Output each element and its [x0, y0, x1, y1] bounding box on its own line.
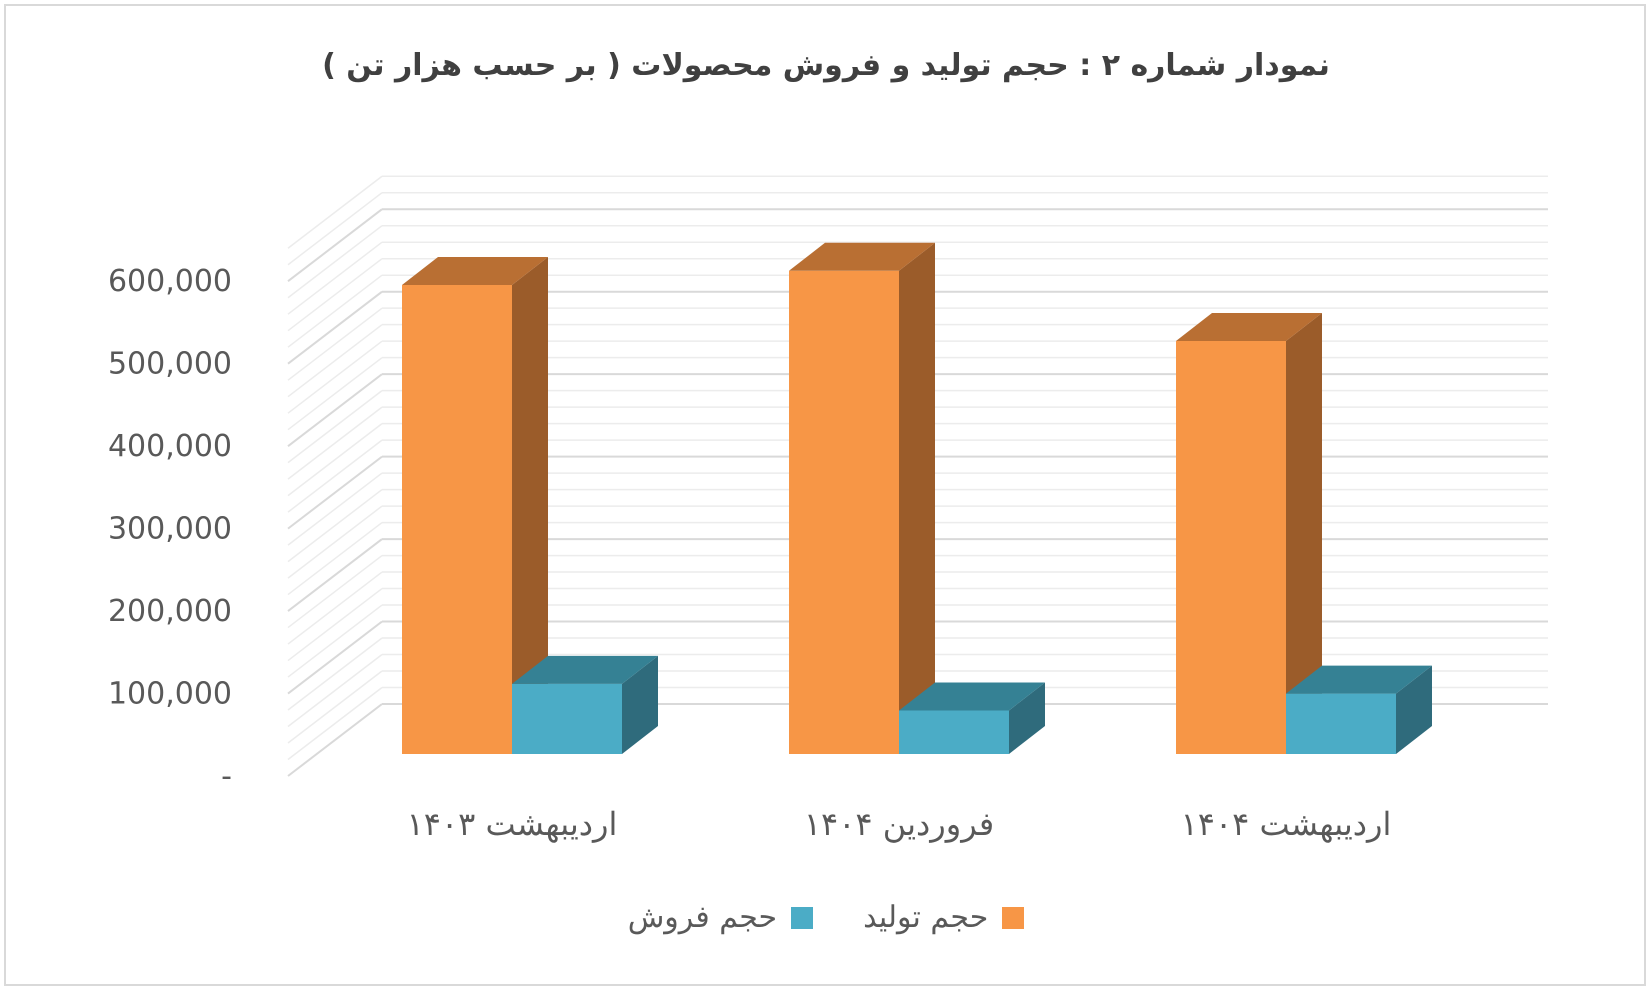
x-tick-label: فروردین ۱۴۰۴: [804, 805, 994, 843]
bar-side: [622, 655, 658, 754]
gridline-side: [287, 489, 383, 563]
bar-front: [512, 683, 622, 754]
gridline-side: [287, 175, 383, 249]
bar-side: [1286, 312, 1322, 754]
gridline-side: [287, 373, 383, 447]
bar-top: [512, 655, 658, 684]
gridline-side: [287, 472, 383, 546]
gridline-side: [287, 505, 383, 579]
bar-top: [1286, 665, 1432, 694]
bar-top: [402, 257, 548, 285]
gridline-side: [287, 439, 383, 513]
gridline-side: [287, 258, 383, 332]
bar-front: [402, 285, 512, 754]
legend-label-sales: حجم فروش: [627, 900, 778, 935]
gridline-side: [287, 587, 383, 662]
gridline-side: [287, 340, 383, 414]
legend: حجم تولید حجم فروش: [0, 900, 1652, 935]
gridline-side: [287, 324, 383, 398]
gridline-side: [287, 554, 383, 629]
gridline-side: [287, 290, 383, 365]
legend-label-production: حجم تولید: [863, 900, 989, 935]
legend-swatch-sales: [791, 906, 814, 929]
bar-side: [1396, 665, 1432, 754]
gridline-side: [287, 670, 383, 744]
y-tick-label: -: [221, 759, 232, 794]
gridline-side: [287, 455, 383, 530]
x-axis-ticks: اردیبهشت ۱۴۰۳ فروردین ۱۴۰۴ اردیبهشت ۱۴۰۴: [407, 805, 1392, 843]
y-tick-label: 600,000: [108, 264, 232, 299]
chart-title: نمودار شماره ۲ : حجم تولید و فروش محصولا…: [322, 48, 1330, 83]
legend-item-production: حجم تولید: [863, 900, 1025, 935]
bars: [402, 242, 1432, 754]
bar-top: [1176, 312, 1322, 341]
legend-swatch-production: [1002, 906, 1025, 929]
bar-front: [1176, 340, 1286, 754]
y-tick-label: 200,000: [108, 594, 232, 629]
y-axis-ticks: - 100,000 200,000 300,000 400,000 500,000 600,…: [108, 264, 232, 794]
bar-front: [789, 270, 899, 754]
legend-item-sales: حجم فروش: [627, 900, 814, 935]
gridline-side: [287, 225, 383, 299]
gridline-side: [287, 208, 383, 283]
gridline-side: [287, 406, 383, 480]
gridline-side: [287, 192, 383, 266]
gridline-side: [287, 571, 383, 645]
bar-side: [1009, 682, 1045, 754]
gridline-side: [287, 653, 383, 728]
bar-front: [1286, 693, 1396, 754]
gridline-side: [287, 241, 383, 315]
bar-side: [899, 242, 935, 754]
gridline-side: [287, 538, 383, 612]
bar-top: [899, 682, 1045, 711]
bar-side: [512, 257, 548, 754]
bar-top: [789, 242, 935, 271]
y-tick-label: 100,000: [108, 677, 232, 712]
gridline-side: [287, 686, 383, 761]
gridline-side: [287, 620, 383, 695]
gridline-side: [287, 521, 383, 596]
y-tick-label: 300,000: [108, 512, 232, 547]
x-tick-label: اردیبهشت ۱۴۰۴: [1181, 805, 1392, 843]
gridline-side: [287, 637, 383, 711]
x-tick-label: اردیبهشت ۱۴۰۳: [407, 805, 618, 843]
gridline-side: [287, 390, 383, 464]
gridline-side: [287, 423, 383, 497]
bar-front: [899, 710, 1009, 754]
gridline-side: [287, 274, 383, 348]
y-tick-label: 400,000: [108, 429, 232, 464]
gridline-side: [287, 307, 383, 381]
gridline-side: [287, 357, 383, 431]
gridline-side: [287, 604, 383, 678]
y-tick-label: 500,000: [108, 347, 232, 382]
gridline-side: [287, 703, 383, 777]
